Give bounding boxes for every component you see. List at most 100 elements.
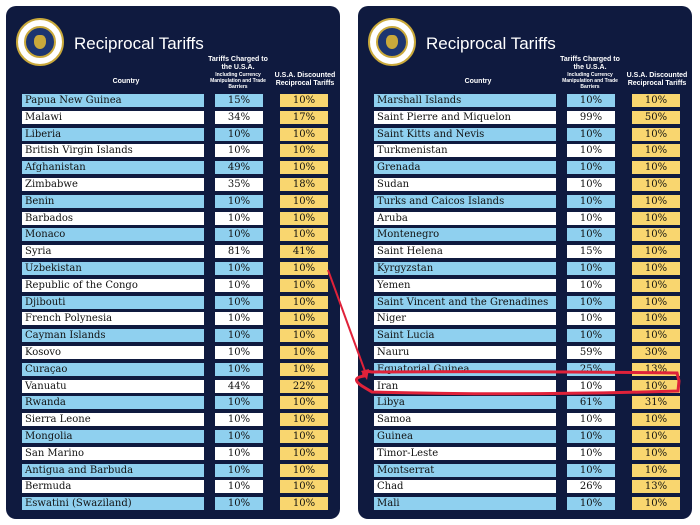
country-cell: Mongolia	[22, 430, 204, 443]
country-cell: Chad	[374, 480, 556, 494]
charged-cell: 10%	[215, 278, 263, 292]
country-cell: Kosovo	[22, 346, 204, 359]
discounted-cell: 18%	[280, 178, 328, 191]
table-row: French Polynesia 10% 10%	[6, 310, 340, 327]
table-row: Montenegro 10% 10%	[358, 226, 692, 243]
discounted-cell: 10%	[280, 278, 328, 292]
country-cell: Djibouti	[22, 295, 204, 309]
country-cell: Republic of the Congo	[22, 278, 204, 292]
country-cell: Montenegro	[374, 228, 556, 242]
table-row: Saint Pierre and Miquelon 99% 50%	[358, 109, 692, 126]
country-cell: Uzbekistan	[22, 262, 204, 275]
charged-cell: 10%	[567, 228, 615, 242]
charged-cell: 10%	[567, 497, 615, 511]
country-cell: British Virgin Islands	[22, 144, 204, 158]
table-row: Bermuda 10% 10%	[6, 478, 340, 495]
charged-cell: 44%	[215, 379, 263, 393]
presidential-seal-icon	[368, 18, 416, 66]
table-row: Saint Helena 15% 10%	[358, 243, 692, 260]
country-cell: Grenada	[374, 161, 556, 175]
country-cell: Mali	[374, 497, 556, 511]
table-row: Antigua and Barbuda 10% 10%	[6, 462, 340, 479]
header-country: Country	[464, 78, 492, 85]
table-row: Equatorial Guinea 25% 13%	[358, 361, 692, 378]
country-cell: Bermuda	[22, 480, 204, 494]
discounted-cell: 10%	[632, 463, 680, 477]
table-row: Rwanda 10% 10%	[6, 394, 340, 411]
discounted-cell: 10%	[632, 245, 680, 259]
charged-cell: 61%	[567, 396, 615, 410]
tariff-panel-left: Reciprocal Tariffs Tariffs Charged to th…	[6, 6, 340, 519]
country-cell: Turks and Caicos Islands	[374, 194, 556, 208]
table-row: Aruba 10% 10%	[358, 210, 692, 227]
discounted-cell: 10%	[280, 413, 328, 427]
charged-cell: 81%	[215, 245, 263, 259]
discounted-cell: 10%	[632, 262, 680, 275]
discounted-cell: 30%	[632, 346, 680, 359]
charged-cell: 10%	[567, 413, 615, 427]
discounted-cell: 10%	[632, 161, 680, 175]
discounted-cell: 10%	[280, 127, 328, 141]
charged-cell: 10%	[567, 329, 615, 343]
country-cell: Saint Lucia	[374, 329, 556, 343]
table-row: Chad 26% 13%	[358, 478, 692, 495]
charged-cell: 10%	[567, 161, 615, 175]
header-charged-label: Tariffs Charged to the U.S.A.	[208, 56, 268, 71]
country-cell: Vanuatu	[22, 379, 204, 393]
header-charged-label: Tariffs Charged to the U.S.A.	[560, 56, 620, 71]
charged-cell: 10%	[215, 127, 263, 141]
charged-cell: 10%	[567, 430, 615, 443]
charged-cell: 10%	[215, 413, 263, 427]
discounted-cell: 10%	[632, 194, 680, 208]
tariff-panel-right: Reciprocal Tariffs Tariffs Charged to th…	[358, 6, 692, 519]
discounted-cell: 13%	[632, 480, 680, 494]
discounted-cell: 10%	[280, 144, 328, 158]
discounted-cell: 10%	[280, 346, 328, 359]
table-row: Samoa 10% 10%	[358, 411, 692, 428]
header-charged-sub: Including Currency Manipulation and Trad…	[562, 72, 618, 90]
table-row: Saint Kitts and Nevis 10% 10%	[358, 126, 692, 143]
country-cell: Sierra Leone	[22, 413, 204, 427]
discounted-cell: 10%	[280, 228, 328, 242]
table-row: Saint Vincent and the Grenadines 10% 10%	[358, 294, 692, 311]
charged-cell: 10%	[567, 178, 615, 191]
charged-cell: 10%	[215, 362, 263, 376]
table-row: Montserrat 10% 10%	[358, 462, 692, 479]
country-cell: Samoa	[374, 413, 556, 427]
charged-cell: 10%	[567, 211, 615, 225]
discounted-cell: 10%	[280, 194, 328, 208]
panel-title: Reciprocal Tariffs	[74, 34, 204, 53]
header-charged-sub: Including Currency Manipulation and Trad…	[210, 72, 266, 90]
country-cell: San Marino	[22, 446, 204, 460]
table-row: Uzbekistan 10% 10%	[6, 260, 340, 277]
table-row: Libya 61% 31%	[358, 394, 692, 411]
discounted-cell: 10%	[280, 262, 328, 275]
table-row: Mongolia 10% 10%	[6, 428, 340, 445]
table-row: Kosovo 10% 10%	[6, 344, 340, 361]
table-row: Afghanistan 49% 10%	[6, 159, 340, 176]
charged-cell: 25%	[567, 362, 615, 376]
discounted-cell: 10%	[280, 463, 328, 477]
country-cell: Turkmenistan	[374, 144, 556, 158]
table-row: Timor-Leste 10% 10%	[358, 445, 692, 462]
table-row: San Marino 10% 10%	[6, 445, 340, 462]
charged-cell: 35%	[215, 178, 263, 191]
charged-cell: 59%	[567, 346, 615, 359]
table-row: Malawi 34% 17%	[6, 109, 340, 126]
header-charged: Tariffs Charged to the U.S.A. Including …	[560, 56, 620, 90]
charged-cell: 10%	[215, 446, 263, 460]
country-cell: Niger	[374, 312, 556, 326]
charged-cell: 15%	[215, 94, 263, 107]
table-row: Sierra Leone 10% 10%	[6, 411, 340, 428]
country-cell: Curaçao	[22, 362, 204, 376]
charged-cell: 10%	[215, 463, 263, 477]
discounted-cell: 10%	[632, 278, 680, 292]
table-row: Turkmenistan 10% 10%	[358, 142, 692, 159]
charged-cell: 10%	[215, 497, 263, 511]
country-cell: Eswatini (Swaziland)	[22, 497, 204, 511]
table-row: Republic of the Congo 10% 10%	[6, 277, 340, 294]
table-row: Yemen 10% 10%	[358, 277, 692, 294]
header-country: Country	[112, 78, 140, 85]
charged-cell: 99%	[567, 110, 615, 124]
discounted-cell: 50%	[632, 110, 680, 124]
